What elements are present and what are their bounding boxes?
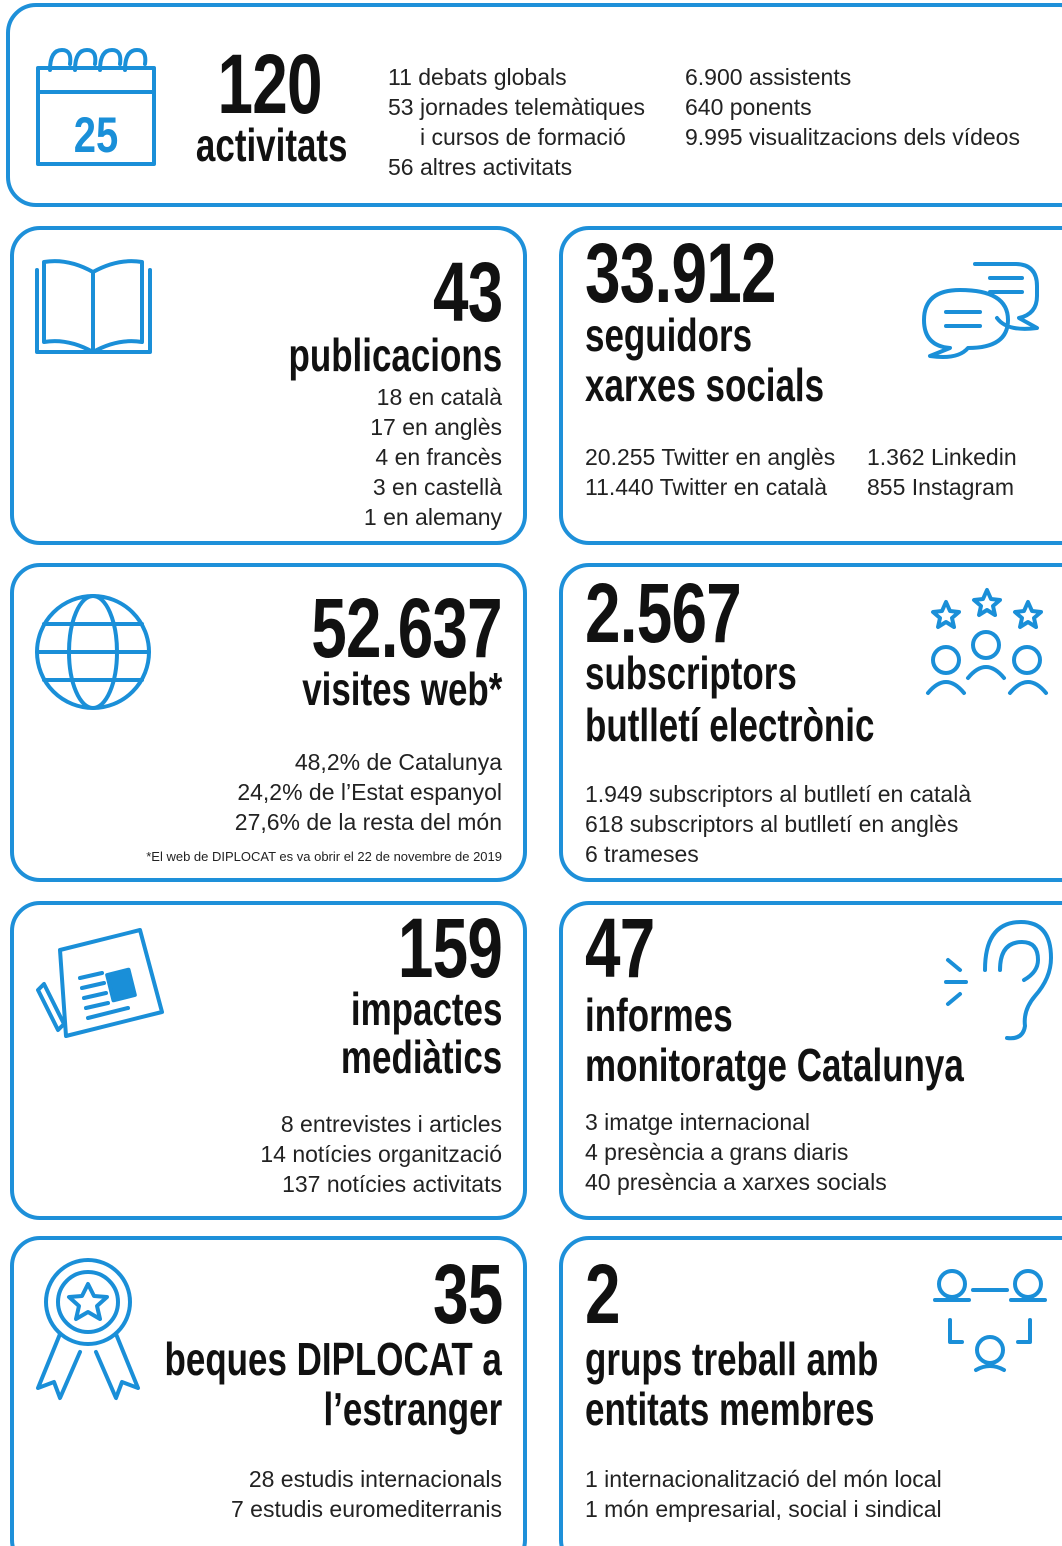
- label: butlletí electrònic: [585, 699, 875, 751]
- detail: 9.995 visualitzacions dels vídeos: [685, 124, 1020, 150]
- detail: 11.440 Twitter en català: [585, 474, 828, 500]
- calendar-icon: 25: [36, 48, 156, 166]
- card-border: [10, 226, 527, 545]
- detail: 48,2% de Catalunya: [294, 749, 502, 775]
- label: publicacions: [288, 329, 502, 381]
- label: entitats membres: [585, 1383, 875, 1435]
- detail: 1 en alemany: [363, 504, 502, 530]
- group-icon: [933, 1269, 1047, 1372]
- label: xarxes socials: [585, 359, 825, 411]
- detail: 7 estudis euromediterranis: [230, 1496, 502, 1522]
- big-number: 35: [432, 1247, 503, 1341]
- detail: i cursos de formació: [420, 124, 626, 150]
- people-icon: [926, 588, 1048, 695]
- detail: 56 altres activitats: [388, 154, 573, 180]
- label: visites web*: [301, 663, 502, 715]
- card-border: [6, 3, 1062, 207]
- big-number: 120: [217, 37, 323, 131]
- big-number: 52.637: [311, 581, 502, 675]
- detail: 3 en castellà: [372, 474, 502, 500]
- detail: 618 subscriptors al butlletí en anglès: [585, 811, 959, 837]
- label: subscriptors: [585, 647, 797, 699]
- detail: 17 en anglès: [370, 414, 502, 440]
- detail: 14 notícies organització: [260, 1141, 502, 1167]
- chat-icon: [922, 262, 1039, 359]
- footnote: *El web de DIPLOCAT es va obrir el 22 de…: [146, 849, 502, 864]
- label: monitoratge Catalunya: [585, 1039, 964, 1091]
- svg-text:25: 25: [74, 107, 118, 163]
- big-number: 2.567: [585, 566, 742, 660]
- detail: 1.949 subscriptors al butlletí en català: [585, 781, 972, 807]
- detail: 40 presència a xarxes socials: [585, 1169, 887, 1195]
- detail: 640 ponents: [685, 94, 812, 120]
- label: beques DIPLOCAT a: [164, 1333, 502, 1385]
- detail: 4 presència a grans diaris: [585, 1139, 849, 1165]
- detail: 6.900 assistents: [685, 64, 852, 90]
- detail: 11 debats globals: [388, 64, 567, 90]
- card-border: [10, 901, 527, 1220]
- label: seguidors: [585, 309, 753, 361]
- detail: 53 jornades telemàtiques: [388, 94, 645, 120]
- detail: 28 estudis internacionals: [248, 1466, 502, 1492]
- card-border: [559, 901, 1062, 1220]
- detail: 27,6% de la resta del món: [234, 809, 502, 835]
- card-border: [559, 563, 1062, 882]
- big-number: 159: [397, 901, 503, 995]
- newspaper-icon: [36, 928, 164, 1038]
- label: activitats: [196, 119, 348, 171]
- detail: 1 món empresarial, social i sindical: [585, 1496, 942, 1522]
- big-number: 43: [432, 245, 503, 339]
- detail: 1.362 Linkedin: [867, 444, 1017, 470]
- detail: 4 en francès: [375, 444, 502, 470]
- big-number: 47: [585, 901, 655, 995]
- detail: 137 notícies activitats: [282, 1171, 502, 1197]
- book-icon: [35, 259, 152, 354]
- label: mediàtics: [340, 1031, 502, 1083]
- detail: 3 imatge internacional: [585, 1109, 811, 1135]
- detail: 24,2% de l’Estat espanyol: [237, 779, 502, 805]
- big-number: 33.912: [585, 226, 776, 320]
- detail: 1 internacionalització del món local: [585, 1466, 942, 1492]
- label: l’estranger: [323, 1383, 502, 1435]
- card-border: [10, 1236, 527, 1546]
- detail: 20.255 Twitter en anglès: [585, 444, 836, 470]
- label: informes: [585, 989, 733, 1041]
- detail: 8 entrevistes i articles: [280, 1111, 502, 1137]
- big-number: 2: [585, 1247, 621, 1341]
- label: impactes: [350, 983, 502, 1035]
- card-border: [10, 563, 527, 882]
- globe-icon: [35, 594, 151, 710]
- detail: 18 en català: [376, 384, 502, 410]
- card-border: [559, 226, 1062, 545]
- detail: 855 Instagram: [867, 474, 1015, 500]
- ear-icon: [944, 920, 1053, 1041]
- label: grups treball amb: [585, 1333, 879, 1385]
- detail: 6 trameses: [585, 841, 699, 867]
- medal-icon: [36, 1258, 140, 1400]
- card-border: [559, 1236, 1062, 1546]
